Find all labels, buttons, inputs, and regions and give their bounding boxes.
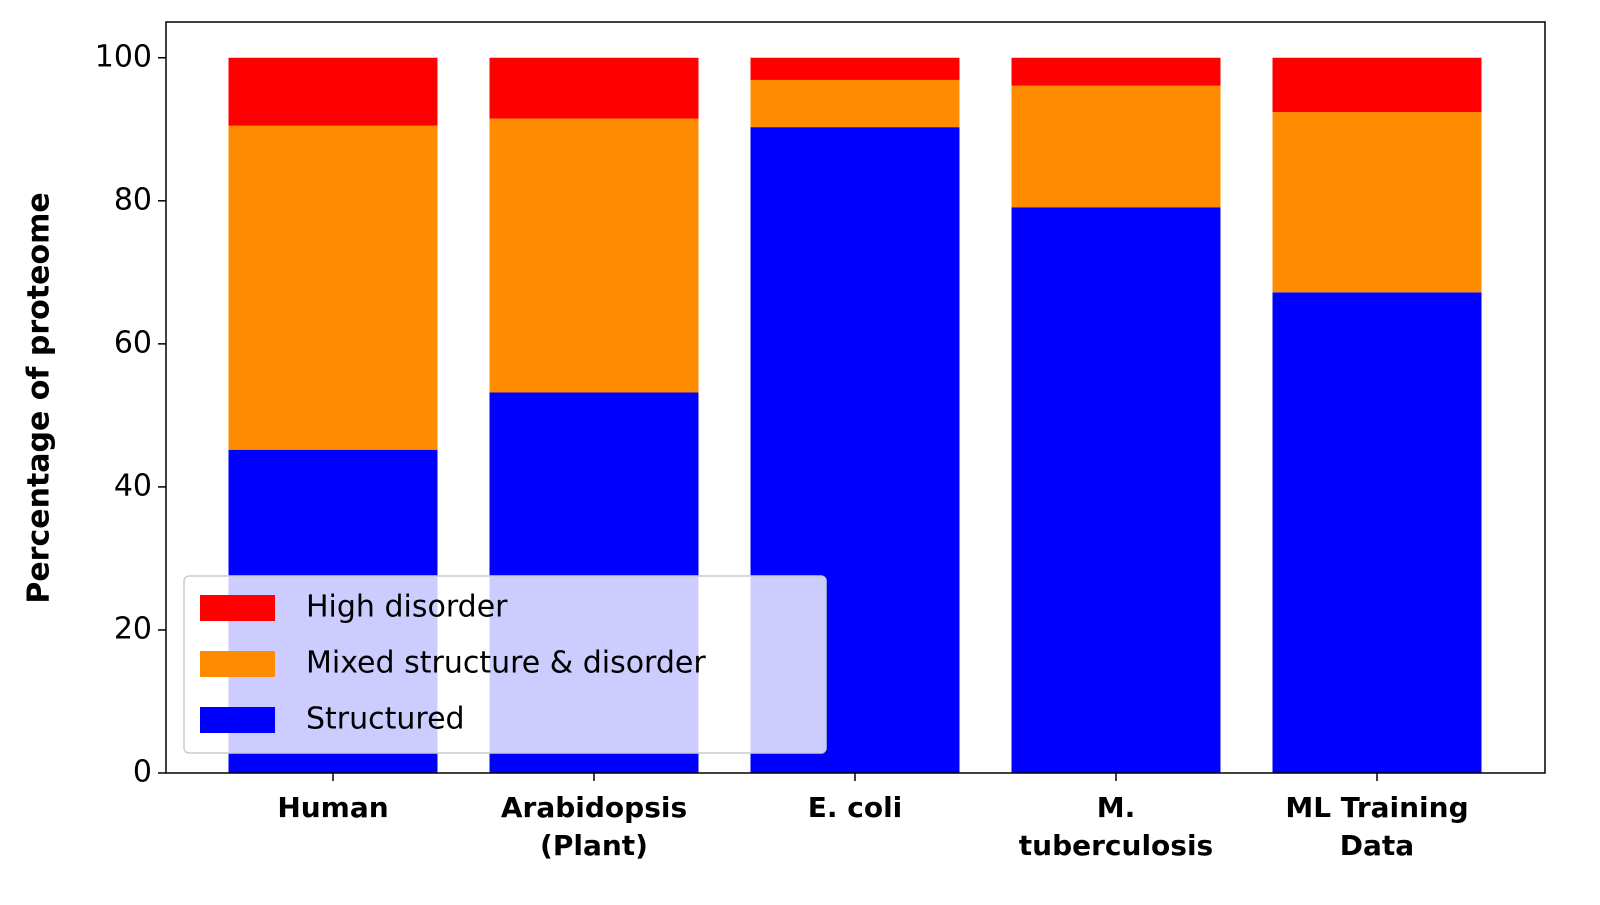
bar-segment [1011,57,1221,86]
y-axis-label: Percentage of proteome [22,192,57,603]
legend-box [183,575,827,754]
legend-swatch [200,651,275,677]
x-tick-label: Human [277,791,389,824]
legend-swatch [200,595,275,621]
bar-segment [489,118,699,393]
y-tick-label: 100 [95,39,152,74]
legend-label: High disorder [306,590,508,625]
legend-swatch [200,707,275,733]
x-tick-label: M. tuberculosis [1018,791,1214,862]
bar-segment [1011,85,1221,208]
bar-segment [228,125,438,450]
y-tick-label: 20 [114,611,152,646]
x-tick-label: ML Training Data [1285,791,1469,862]
x-tick-label: E. coli [807,791,903,824]
bar-segment [1272,292,1482,773]
legend-label: Mixed structure & disorder [306,646,706,681]
y-tick-label: 60 [114,325,152,360]
bar-segment [750,57,960,80]
plot-frame [165,21,1546,774]
y-tick-label: 80 [114,182,152,217]
bar-segment [750,79,960,128]
y-tick-label: 40 [114,468,152,503]
bar-segment [1272,57,1482,113]
x-tick-label: Arabidopsis (Plant) [500,791,688,862]
legend: High disorder Mixed structure & disorder S… [183,575,827,754]
y-tick-label: 0 [133,755,152,790]
bar-segment [1272,112,1482,293]
legend-label: Structured [306,702,465,737]
bar-segment [1011,207,1221,773]
bar-segment [489,57,699,119]
bar-segment [228,57,438,126]
